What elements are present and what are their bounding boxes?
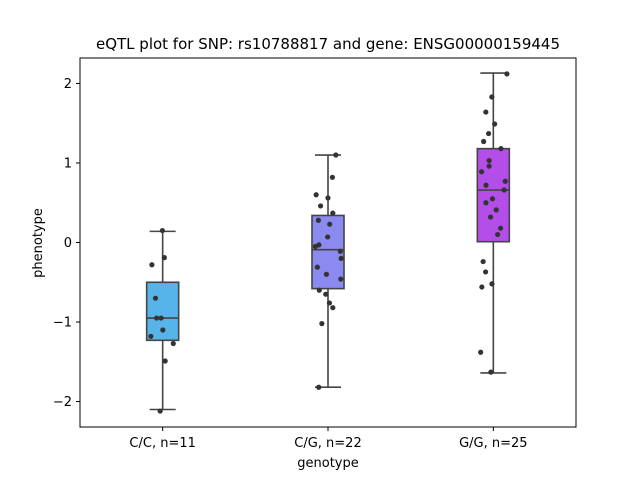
data-point — [478, 169, 485, 175]
data-point — [152, 295, 159, 301]
data-point — [325, 195, 331, 201]
x-axis-title: genotype — [297, 456, 358, 471]
iqr-box — [476, 147, 511, 243]
data-point — [330, 210, 336, 216]
data-point — [501, 187, 507, 193]
data-point — [312, 243, 319, 250]
data-point — [480, 258, 486, 265]
data-point — [502, 178, 508, 184]
data-point — [481, 138, 487, 145]
data-point — [326, 300, 333, 306]
data-point — [313, 192, 319, 198]
data-point — [483, 182, 489, 188]
data-point — [329, 174, 336, 180]
data-point — [486, 163, 492, 169]
data-point — [483, 269, 489, 275]
data-point — [492, 121, 498, 127]
data-point — [154, 315, 160, 321]
data-point — [333, 152, 339, 158]
data-point — [488, 369, 494, 375]
data-point — [487, 214, 494, 220]
data-point — [493, 207, 499, 213]
data-point — [158, 315, 164, 321]
data-point — [489, 94, 495, 100]
data-point — [327, 221, 333, 227]
data-point — [160, 327, 166, 333]
x-tick-label: C/C, n=11 — [129, 436, 195, 451]
y-tick-label: 1 — [64, 156, 72, 171]
y-tick-label: −2 — [53, 395, 72, 410]
chart-title: eQTL plot for SNP: rs10788817 and gene: … — [96, 35, 560, 53]
plot-area — [145, 71, 511, 414]
data-point — [317, 203, 324, 209]
data-point — [314, 264, 320, 270]
data-point — [323, 271, 330, 277]
data-point — [495, 231, 501, 238]
y-axis-title: phenotype — [31, 208, 46, 278]
data-point — [337, 248, 343, 254]
data-point — [316, 384, 322, 390]
y-tick-label: 2 — [64, 77, 72, 92]
data-point — [149, 262, 155, 268]
y-axis: −2 −1 0 1 2 — [53, 77, 80, 410]
data-point — [497, 225, 504, 231]
data-point — [485, 130, 492, 137]
data-point — [323, 291, 329, 297]
data-point — [159, 227, 165, 234]
data-point — [338, 255, 344, 262]
data-point — [315, 217, 322, 223]
data-point — [316, 287, 322, 293]
data-point — [489, 196, 496, 202]
data-point — [338, 276, 344, 282]
data-point — [498, 146, 504, 152]
data-point — [504, 71, 510, 77]
data-point — [489, 281, 495, 287]
data-point — [161, 255, 167, 261]
data-point — [483, 200, 489, 206]
x-tick-label: G/G, n=25 — [459, 436, 527, 451]
data-point — [486, 157, 492, 164]
data-point — [170, 340, 176, 347]
data-point — [148, 333, 154, 339]
data-point — [162, 358, 168, 364]
y-tick-label: −1 — [53, 316, 72, 331]
data-point — [330, 305, 336, 311]
box-group — [476, 72, 511, 374]
y-tick-label: 0 — [64, 236, 72, 251]
data-point — [478, 349, 484, 355]
data-point — [157, 408, 163, 414]
data-point — [479, 284, 485, 290]
box-group — [311, 154, 345, 389]
x-tick-label: C/G, n=22 — [294, 436, 361, 451]
data-point — [319, 321, 325, 327]
data-point — [483, 109, 489, 115]
x-axis: C/C, n=11 C/G, n=22 G/G, n=25 — [129, 427, 528, 451]
data-point — [325, 234, 331, 240]
